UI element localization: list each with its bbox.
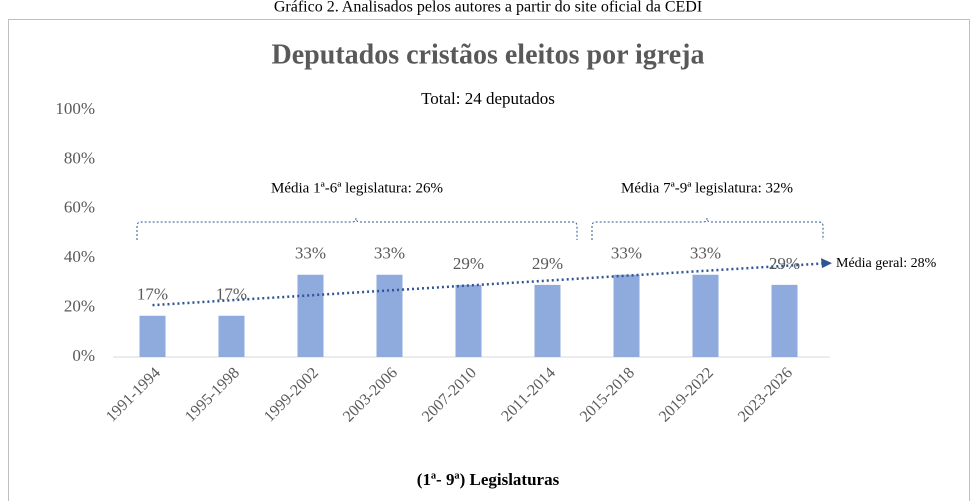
y-tick-label: 60% — [64, 198, 95, 217]
bar — [376, 274, 403, 357]
y-tick-label: 0% — [72, 346, 95, 365]
x-tick-label: 1991-1994 — [103, 364, 164, 425]
value-label: 17% — [216, 285, 247, 304]
bar — [534, 284, 561, 357]
y-tick-label: 20% — [64, 297, 95, 316]
value-label: 29% — [532, 254, 563, 273]
y-tick-label: 80% — [64, 148, 95, 167]
chart-title: Deputados cristãos eleitos por igreja — [272, 39, 705, 70]
bar — [771, 284, 798, 357]
annotation: Média 1ª-6ª legislatura: 26% — [271, 180, 443, 196]
x-tick-label: 2003-2006 — [340, 364, 401, 425]
brace — [136, 217, 578, 240]
value-label: 29% — [769, 254, 800, 273]
trend-line — [152, 262, 823, 307]
value-label: 33% — [690, 244, 721, 263]
x-tick-label: 2011-2014 — [498, 364, 559, 425]
value-label: 17% — [137, 285, 168, 304]
bar — [139, 315, 166, 357]
bar — [297, 274, 324, 357]
x-tick-label: 1995-1998 — [182, 364, 243, 425]
x-tick-label: 2019-2022 — [656, 364, 717, 425]
brace — [591, 217, 824, 240]
value-label: 33% — [295, 244, 326, 263]
y-tick-label: 100% — [55, 99, 95, 118]
bar — [613, 274, 640, 357]
y-tick-label: 40% — [64, 247, 95, 266]
annotation: Média geral: 28% — [836, 256, 937, 271]
x-tick-label: 2007-2010 — [419, 364, 480, 425]
annotation: Média 7ª-9ª legislatura: 32% — [621, 180, 793, 196]
value-label: 33% — [374, 244, 405, 263]
value-label: 33% — [611, 244, 642, 263]
x-tick-label: 1999-2002 — [261, 364, 322, 425]
x-tick-label: 2015-2018 — [577, 364, 638, 425]
chart-border — [8, 19, 970, 501]
value-label: 29% — [453, 254, 484, 273]
x-tick-label: 2023-2026 — [735, 364, 796, 425]
bar — [455, 284, 482, 357]
caption: Gráfico 2. Analisados pelos autores a pa… — [274, 0, 702, 16]
x-axis-title: (1ª- 9ª) Legislaturas — [417, 470, 560, 489]
bar — [692, 274, 719, 357]
chart-subtitle: Total: 24 deputados — [421, 89, 555, 108]
bar — [218, 315, 245, 357]
trend-arrow — [821, 258, 832, 269]
